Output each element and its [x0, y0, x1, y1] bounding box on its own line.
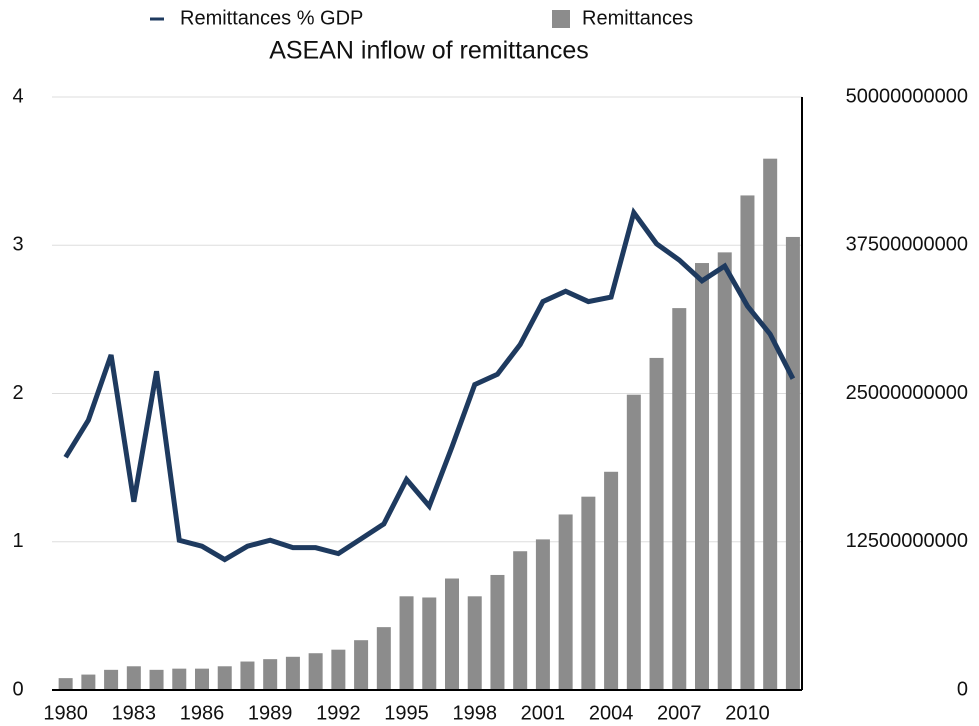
legend-swatch	[552, 10, 570, 28]
bar	[626, 394, 641, 690]
bar	[422, 597, 437, 690]
legend-label: Remittances	[582, 7, 693, 29]
bar	[785, 236, 800, 690]
bar	[558, 514, 573, 690]
x-tick-label: 1989	[248, 702, 293, 724]
legend-label: Remittances % GDP	[180, 7, 363, 29]
x-tick-label: 2007	[657, 702, 702, 724]
bar	[649, 357, 664, 690]
bar	[240, 661, 255, 690]
line	[63, 206, 796, 563]
bar	[331, 649, 346, 690]
bar	[695, 263, 709, 690]
y-tick-label: 3	[12, 234, 23, 256]
bar	[263, 659, 278, 690]
bar	[740, 195, 755, 691]
bar	[467, 596, 482, 690]
x-tick-label: 2001	[521, 702, 566, 724]
bar	[445, 578, 459, 690]
bar	[490, 574, 505, 690]
x-tick-label: 1980	[43, 702, 88, 724]
bar	[217, 666, 232, 690]
x-tick-label: 2004	[589, 702, 634, 724]
x-tick-label: 1986	[180, 702, 225, 724]
y2-tick-label: 37500000000	[846, 234, 968, 256]
x-tick-label: 1983	[112, 702, 157, 724]
y-tick-label: 0	[12, 678, 23, 700]
bar	[58, 678, 73, 690]
y2-tick-label: 12500000000	[846, 530, 968, 552]
bar	[126, 666, 141, 690]
y-tick-label: 4	[12, 85, 23, 107]
bar	[285, 656, 300, 690]
bar	[104, 669, 119, 690]
bar	[763, 158, 778, 690]
y2-tick-label: 50000000000	[846, 85, 968, 107]
bar	[149, 669, 164, 690]
bar	[717, 252, 732, 690]
bar	[376, 627, 391, 690]
bar	[535, 539, 550, 690]
bar	[195, 668, 209, 690]
y-tick-label: 2	[12, 382, 23, 404]
chart-title: ASEAN inflow of remittances	[269, 37, 589, 65]
x-tick-label: 1992	[316, 702, 361, 724]
bar	[172, 668, 187, 690]
bar	[81, 674, 96, 690]
bar	[581, 496, 596, 690]
y-tick-label: 1	[12, 530, 23, 552]
y2-tick-label: 0	[957, 678, 968, 700]
bar	[308, 653, 323, 690]
x-tick-label: 1995	[384, 702, 429, 724]
bar	[399, 596, 414, 690]
x-tick-label: 2010	[725, 702, 770, 724]
bar	[604, 471, 619, 690]
y2-tick-label: 25000000000	[846, 382, 968, 404]
bar	[513, 551, 528, 690]
bar	[354, 640, 369, 690]
x-tick-label: 1998	[452, 702, 497, 724]
bar	[672, 308, 687, 690]
